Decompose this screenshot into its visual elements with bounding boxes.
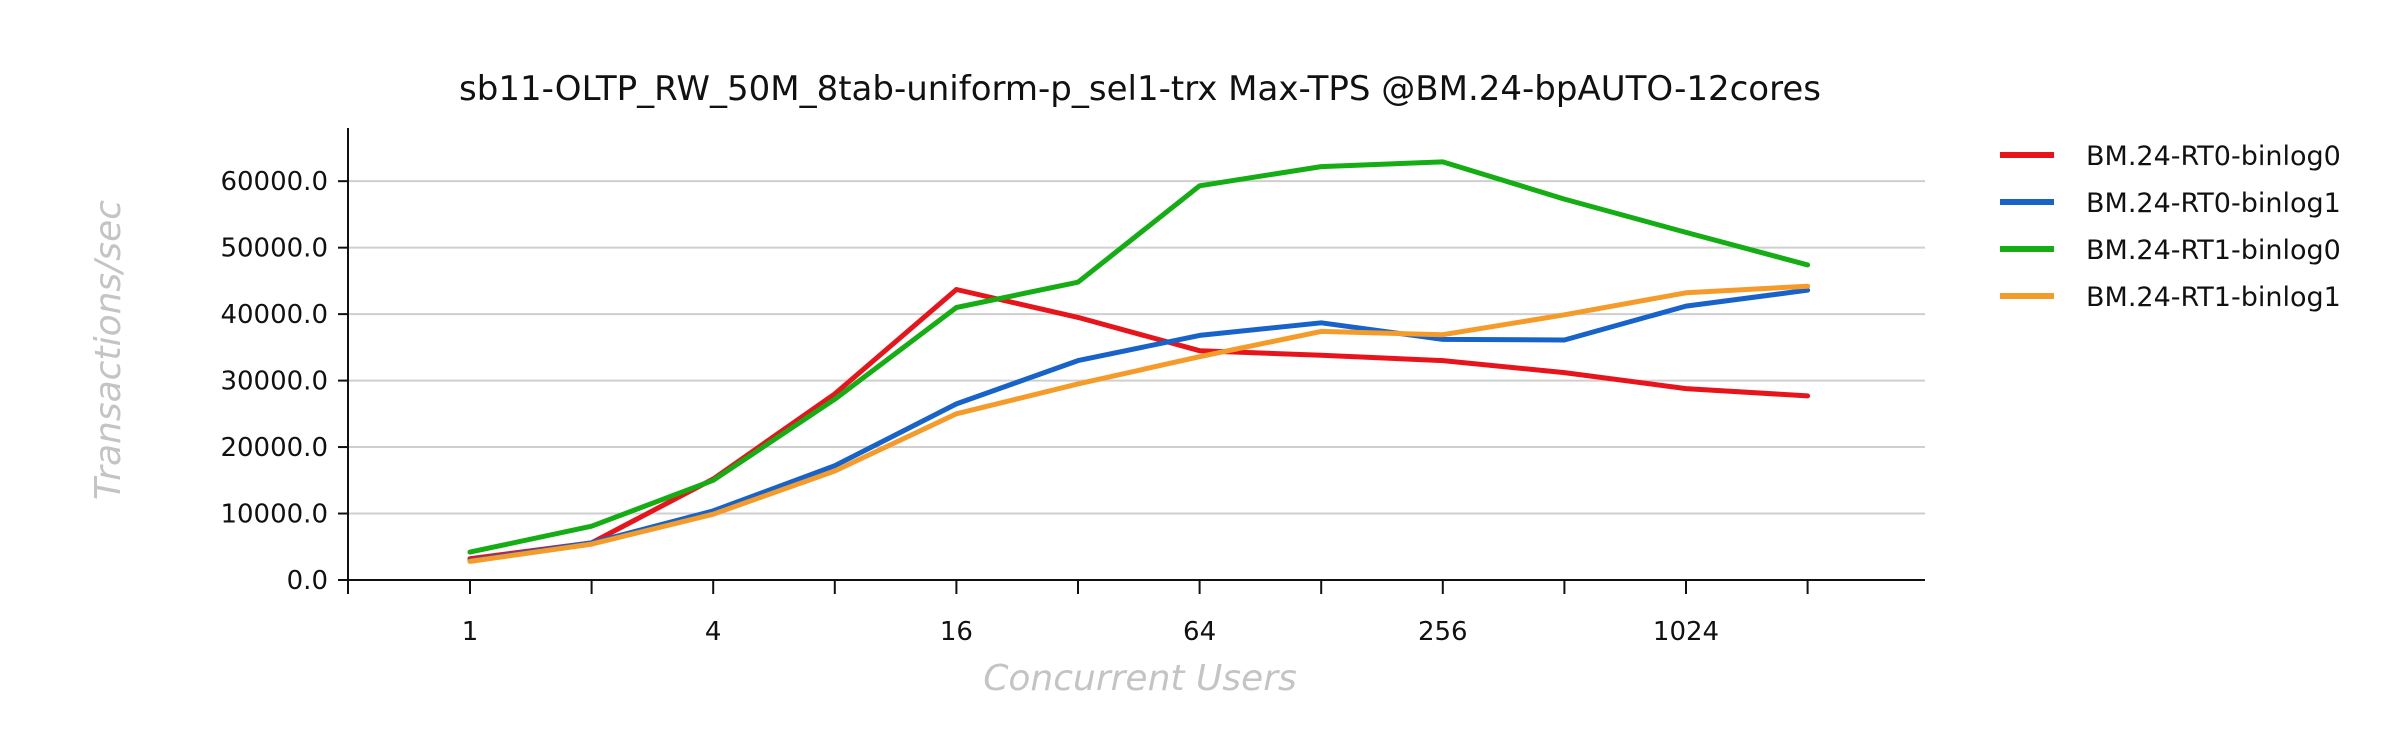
- y-axis-ticks: 0.0 10000.0 20000.0 30000.0 40000.0 50000.0 60…: [220, 167, 348, 596]
- y-tick-label: 60000.0: [220, 167, 328, 197]
- legend-label: BM.24-RT1-binlog0: [2086, 235, 2341, 266]
- series-line-BM.24-RT0-binlog1: [467, 287, 1811, 564]
- chart-title: sb11-OLTP_RW_50M_8tab-uniform-p_sel1-trx…: [459, 69, 1821, 109]
- y-tick-label: 30000.0: [220, 367, 328, 397]
- legend-label: BM.24-RT0-binlog0: [2086, 141, 2341, 172]
- legend-label: BM.24-RT1-binlog1: [2086, 282, 2341, 313]
- axes: [347, 128, 1925, 594]
- x-tick-label: 256: [1418, 617, 1468, 647]
- series-lines: [467, 159, 1811, 564]
- x-tick-label: 16: [940, 617, 973, 647]
- x-tick-label: 64: [1183, 617, 1216, 647]
- y-tick-label: 10000.0: [220, 500, 328, 530]
- x-tick-label: 4: [705, 617, 722, 647]
- gridlines: [348, 180, 1925, 515]
- y-tick-label: 50000.0: [220, 234, 328, 264]
- series-line-BM.24-RT1-binlog1: [467, 283, 1811, 564]
- x-tick-label: 1: [462, 617, 479, 647]
- y-axis-title: Transactions/sec: [88, 200, 129, 500]
- y-tick-label: 0.0: [287, 566, 328, 596]
- x-axis-title: Concurrent Users: [983, 658, 1297, 699]
- x-tick-label: 1024: [1653, 617, 1719, 647]
- legend-label: BM.24-RT0-binlog1: [2086, 188, 2341, 219]
- x-axis-ticks: 1 4 16 64 256 1024: [462, 580, 1809, 647]
- legend: BM.24-RT0-binlog0 BM.24-RT0-binlog1 BM.24-…: [2000, 141, 2341, 313]
- y-tick-label: 20000.0: [220, 433, 328, 463]
- y-tick-label: 40000.0: [220, 300, 328, 330]
- series-line-BM.24-RT1-binlog0: [467, 159, 1811, 555]
